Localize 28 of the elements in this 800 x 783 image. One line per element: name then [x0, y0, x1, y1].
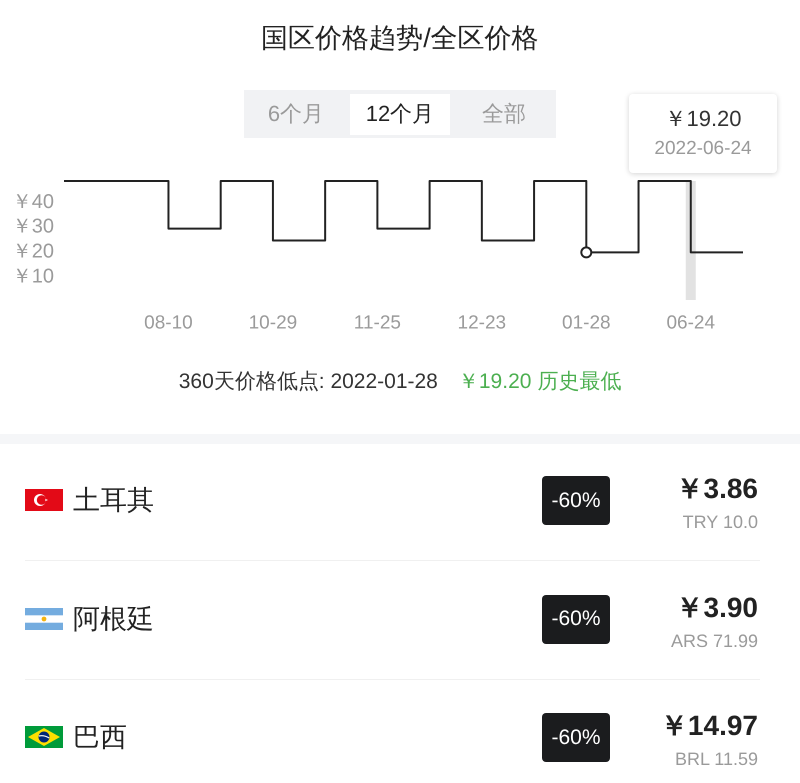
x-tick-label: 11-25	[354, 312, 401, 334]
x-tick-label: 08-10	[144, 312, 193, 334]
text: ￥3.90	[676, 590, 758, 624]
x-tick-label: 06-24	[666, 312, 716, 334]
category-label: 土耳其	[73, 484, 154, 517]
text: ￥3.86	[676, 472, 758, 506]
text: TRY 10.0	[682, 511, 758, 534]
y-tick-label: ￥10	[12, 265, 54, 288]
text: 360天价格低点: 2022-01-28	[178, 369, 438, 395]
category-label: 阿根廷	[73, 602, 154, 636]
text: ARS 71.99	[670, 630, 758, 652]
chart-title: 国区价格趋势/全区价格	[260, 22, 540, 55]
badge: -60%	[542, 594, 610, 644]
y-tick-label: ￥30	[12, 216, 54, 238]
category-label: 巴西	[73, 721, 127, 754]
text: BRL 11.59	[674, 748, 758, 771]
badge: -60%	[542, 476, 610, 525]
x-tick-label: 12-23	[458, 312, 506, 334]
x-tick-label: 01-28	[562, 312, 611, 334]
selected-tab: 12个月	[350, 94, 450, 134]
tab-bar: 6个月 12个月 全部	[244, 90, 556, 138]
badge: -60%	[542, 713, 610, 762]
text: ￥14.97	[660, 709, 758, 743]
tooltip: ￥19.20 2022-06-24	[629, 94, 777, 173]
x-tick-label: 10-29	[248, 312, 298, 334]
y-tick-label: ￥20	[12, 240, 54, 263]
text: ￥19.20 历史最低	[458, 369, 622, 395]
y-tick-label: ￥40	[12, 190, 54, 213]
